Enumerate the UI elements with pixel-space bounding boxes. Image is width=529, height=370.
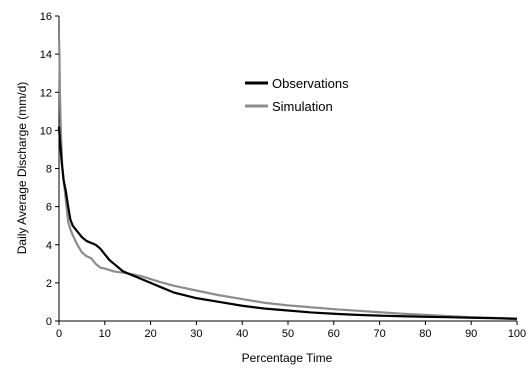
y-tick-label: 6 bbox=[46, 202, 52, 214]
x-tick-label: 20 bbox=[144, 328, 156, 340]
y-tick-label: 4 bbox=[46, 240, 52, 252]
y-tick-label: 10 bbox=[40, 125, 52, 137]
x-tick-label: 80 bbox=[419, 328, 431, 340]
x-tick-label: 0 bbox=[56, 328, 62, 340]
y-axis-ticks: 0 2 4 6 8 10 12 14 16 bbox=[40, 11, 59, 328]
x-tick-label: 50 bbox=[282, 328, 294, 340]
y-tick-label: 0 bbox=[46, 316, 52, 328]
x-tick-label: 90 bbox=[465, 328, 477, 340]
plot-frame bbox=[58, 16, 517, 322]
x-tick-label: 100 bbox=[508, 328, 526, 340]
y-tick-label: 12 bbox=[40, 87, 52, 99]
legend-label-observations: Observations bbox=[272, 76, 349, 91]
series-line-simulation bbox=[57, 38, 518, 321]
legend: Observations Simulation bbox=[245, 76, 349, 114]
legend-label-simulation: Simulation bbox=[272, 99, 333, 114]
x-axis-ticks: 0 10 20 30 40 50 60 70 80 90 100 bbox=[56, 321, 526, 340]
x-tick-label: 30 bbox=[190, 328, 202, 340]
x-tick-label: 60 bbox=[328, 328, 340, 340]
y-tick-label: 14 bbox=[40, 49, 52, 61]
y-axis-label: Daily Average Discharge (mm/d) bbox=[15, 82, 29, 255]
series-line-observations bbox=[57, 126, 518, 320]
x-axis-label: Percentage Time bbox=[242, 351, 333, 365]
x-tick-label: 70 bbox=[373, 328, 385, 340]
x-tick-label: 10 bbox=[99, 328, 111, 340]
y-tick-label: 2 bbox=[46, 278, 52, 290]
x-tick-label: 40 bbox=[236, 328, 248, 340]
y-tick-label: 16 bbox=[40, 11, 52, 23]
y-tick-label: 8 bbox=[46, 164, 52, 176]
series-layer bbox=[57, 38, 518, 321]
